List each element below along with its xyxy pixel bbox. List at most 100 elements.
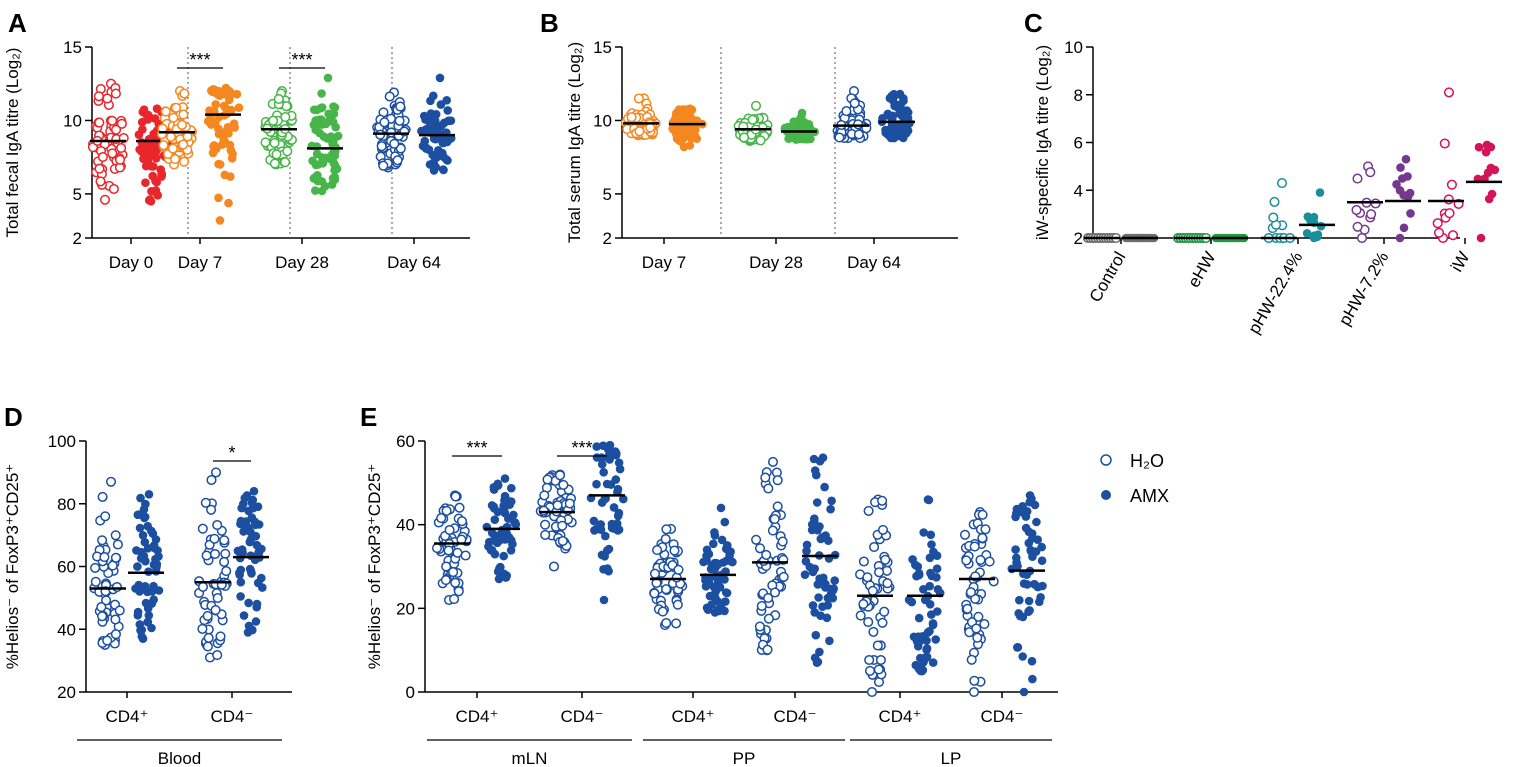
amx-point: [928, 658, 938, 667]
y-tick-label: 4: [1074, 181, 1083, 200]
amx-point: [701, 582, 711, 591]
h2o-point: [110, 629, 121, 640]
y-tick-label: 80: [57, 495, 76, 514]
amx-point: [317, 89, 326, 98]
h2o-point: [1439, 138, 1450, 149]
amx-point: [510, 518, 520, 527]
category-label: pHW-22.4%: [1244, 249, 1306, 338]
h2o-point: [448, 567, 459, 578]
amx-point: [150, 114, 160, 123]
h2o-point: [116, 118, 127, 129]
h2o-point: [99, 194, 111, 205]
h2o-point: [212, 519, 223, 531]
legend-h2o-label: H₂O: [1130, 451, 1164, 471]
h2o-point: [440, 575, 451, 586]
amx-point: [495, 535, 505, 545]
amx-point: [932, 573, 941, 582]
amx-point: [933, 607, 942, 616]
amx-point: [248, 625, 257, 635]
h2o-point: [431, 543, 443, 554]
h2o-point: [557, 535, 568, 547]
amx-point: [316, 104, 325, 113]
y-axis-label: iW-specific IgA titre (Log₂): [1033, 45, 1052, 240]
h2o-point: [1268, 212, 1279, 223]
amx-point: [1032, 517, 1041, 527]
h2o-point: [210, 605, 221, 616]
amx-point: [919, 528, 928, 537]
amx-point: [1024, 538, 1034, 548]
amx-point: [1018, 652, 1027, 661]
h2o-point: [853, 129, 864, 140]
amx-point: [1018, 612, 1028, 622]
amx-point: [591, 524, 601, 534]
h2o-point: [110, 530, 121, 541]
h2o-point: [90, 576, 101, 587]
amx-point: [604, 544, 614, 554]
amx-point: [333, 131, 343, 141]
amx-point: [607, 519, 617, 529]
h2o-point: [282, 146, 293, 157]
h2o-point: [858, 556, 869, 567]
amx-point: [429, 91, 438, 101]
amx-point: [500, 474, 510, 483]
h2o-point: [1352, 221, 1363, 232]
category-label: Day 64: [387, 253, 441, 272]
amx-point: [820, 482, 829, 492]
h2o-point: [179, 156, 190, 167]
amx-point: [495, 564, 504, 573]
amx-point: [151, 154, 161, 163]
category-label: pHW-7.2%: [1335, 249, 1392, 329]
amx-point: [619, 494, 628, 504]
amx-point: [1024, 596, 1034, 606]
h2o-point: [212, 592, 223, 604]
y-axis-label: Total serum IgA titre (Log₂): [565, 42, 584, 243]
group-bar-label: LP: [941, 749, 962, 767]
amx-point: [603, 564, 612, 573]
y-tick-label: 15: [63, 38, 82, 57]
h2o-point: [178, 109, 189, 120]
h2o-point: [271, 149, 282, 160]
amx-point: [685, 112, 695, 121]
h2o-point: [882, 578, 893, 589]
significance-label: ***: [466, 438, 487, 458]
h2o-point: [540, 519, 551, 530]
y-tick-label: 6: [1074, 134, 1083, 153]
h2o-point: [1370, 198, 1381, 209]
h2o-point: [769, 587, 781, 598]
y-tick-label: 60: [57, 558, 76, 577]
h2o-point: [660, 533, 671, 545]
amx-point: [331, 142, 340, 152]
h2o-point: [747, 114, 758, 125]
h2o-point: [105, 476, 117, 487]
amx-point: [825, 636, 834, 646]
amx-point: [249, 486, 259, 496]
amx-point: [598, 441, 608, 451]
h2o-point: [649, 568, 661, 579]
amx-point: [605, 455, 614, 464]
legend-h2o-marker: [1100, 454, 1112, 466]
amx-point: [685, 141, 695, 150]
h2o-point: [1366, 209, 1377, 220]
h2o-point: [750, 100, 762, 111]
h2o-point: [209, 533, 220, 544]
amx-point: [1490, 165, 1500, 175]
amx-point: [1474, 142, 1484, 152]
h2o-point: [769, 514, 780, 525]
category-label: Day 0: [109, 253, 153, 272]
h2o-point: [863, 616, 874, 628]
h2o-point: [972, 632, 983, 643]
amx-point: [928, 620, 938, 630]
amx-point: [442, 155, 451, 164]
amx-point: [435, 73, 445, 83]
h2o-point: [538, 505, 549, 516]
h2o-point: [767, 525, 778, 536]
amx-point: [1395, 233, 1405, 243]
amx-point: [239, 527, 248, 536]
amx-point: [147, 587, 157, 596]
amx-point: [704, 574, 714, 584]
amx-point: [133, 611, 143, 620]
h2o-point: [395, 101, 406, 112]
h2o-point: [97, 611, 108, 622]
amx-point: [715, 583, 725, 592]
amx-point: [507, 483, 516, 493]
